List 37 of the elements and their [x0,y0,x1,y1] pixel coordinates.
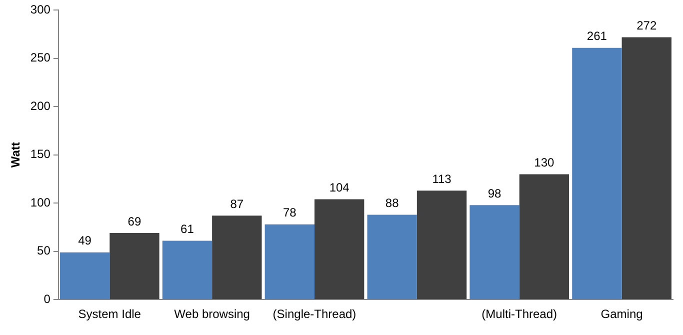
x-tick-label: (Single-Thread) [272,307,356,322]
data-label: 104 [329,180,350,195]
x-tick-label: (Multi-Thread) [482,307,558,322]
bar [470,205,520,300]
x-tick-label: Gaming [600,307,643,322]
x-tick-label: Web browsing [174,307,250,322]
bar [622,37,672,300]
y-tick-label: 200 [30,98,51,113]
y-axis-title: Watt [8,142,23,168]
y-tick-label: 100 [30,195,51,210]
bar [314,199,364,300]
y-tick-label: 150 [30,147,51,162]
data-label: 78 [282,206,297,220]
y-tick-label: 300 [30,2,51,17]
x-tick-label: System Idle [78,307,142,322]
bar [60,252,110,300]
bar [519,174,570,300]
y-tick-label: 250 [30,50,51,65]
y-tick-label: 0 [44,292,51,306]
data-label: 49 [78,234,92,248]
bar [572,48,622,300]
y-tick-label: 50 [37,244,51,258]
data-label: 61 [180,222,194,236]
data-label: 261 [586,29,608,44]
data-label: 272 [636,18,657,33]
data-label: 113 [432,172,452,186]
bar [212,216,262,300]
bar [367,214,417,300]
data-label: 88 [385,196,400,210]
data-label: 69 [128,214,142,228]
data-label: 87 [230,196,244,211]
bar [264,224,314,300]
bar [110,233,160,300]
bar [162,240,212,300]
data-label: 98 [488,186,502,200]
data-label: 130 [534,156,555,170]
bar [416,190,467,300]
